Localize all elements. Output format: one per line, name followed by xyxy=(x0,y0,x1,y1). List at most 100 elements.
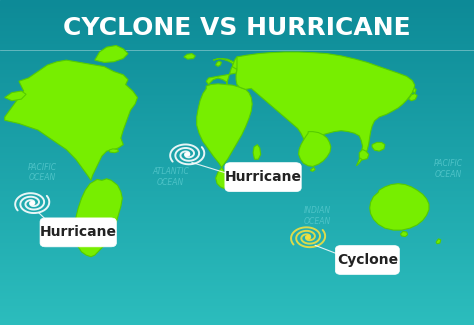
Bar xyxy=(0,91,474,93)
Bar xyxy=(0,119,474,120)
Bar xyxy=(0,128,474,130)
Bar xyxy=(0,11,474,13)
Bar xyxy=(0,301,474,302)
Bar xyxy=(0,156,474,158)
Bar xyxy=(0,55,474,57)
Bar xyxy=(0,224,474,226)
Bar xyxy=(0,5,474,6)
Bar xyxy=(0,172,474,174)
Bar xyxy=(0,133,474,135)
Bar xyxy=(0,62,474,63)
Bar xyxy=(0,205,474,206)
Bar xyxy=(0,188,474,190)
Bar xyxy=(0,76,474,78)
Bar xyxy=(0,102,474,104)
Bar xyxy=(0,265,474,266)
Bar xyxy=(0,26,474,28)
Bar xyxy=(0,109,474,110)
Bar xyxy=(0,289,474,291)
Bar xyxy=(0,58,474,60)
Bar xyxy=(0,115,474,117)
Bar xyxy=(0,208,474,210)
Bar xyxy=(0,88,474,89)
Text: INDIAN
OCEAN: INDIAN OCEAN xyxy=(304,206,331,226)
Bar xyxy=(0,177,474,179)
Bar xyxy=(0,198,474,200)
Bar xyxy=(0,255,474,257)
Bar xyxy=(0,68,474,70)
Bar xyxy=(0,184,474,185)
Bar xyxy=(0,236,474,237)
Bar xyxy=(0,148,474,150)
Bar xyxy=(0,185,474,187)
Bar xyxy=(0,29,474,31)
Polygon shape xyxy=(109,149,118,153)
Bar xyxy=(0,70,474,72)
Text: Hurricane: Hurricane xyxy=(225,170,301,184)
Bar xyxy=(0,125,474,127)
Bar xyxy=(0,254,474,255)
Polygon shape xyxy=(401,231,408,237)
Text: PACIFIC
OCEAN: PACIFIC OCEAN xyxy=(433,159,463,179)
Text: CYCLONE VS HURRICANE: CYCLONE VS HURRICANE xyxy=(63,16,411,40)
Bar xyxy=(0,306,474,307)
Bar xyxy=(0,314,474,315)
Bar xyxy=(0,304,474,305)
Bar xyxy=(0,16,474,18)
Bar xyxy=(0,67,474,68)
Bar xyxy=(0,218,474,219)
Bar xyxy=(0,72,474,73)
Bar xyxy=(0,37,474,39)
Bar xyxy=(0,195,474,197)
Bar xyxy=(0,299,474,301)
Bar xyxy=(0,34,474,36)
Bar xyxy=(0,140,474,141)
Bar xyxy=(0,203,474,205)
Polygon shape xyxy=(372,142,385,151)
Bar xyxy=(0,214,474,216)
Bar xyxy=(0,171,474,172)
Bar xyxy=(0,36,474,37)
Circle shape xyxy=(306,236,310,239)
Bar xyxy=(0,39,474,41)
Bar xyxy=(0,46,474,47)
Bar xyxy=(0,84,474,86)
Bar xyxy=(0,117,474,119)
Bar xyxy=(0,65,474,67)
Bar xyxy=(0,231,474,232)
Bar xyxy=(0,24,474,26)
Bar xyxy=(0,237,474,239)
Bar xyxy=(0,292,474,294)
Bar xyxy=(0,60,474,62)
Bar xyxy=(0,223,474,224)
Bar xyxy=(0,219,474,221)
Bar xyxy=(0,21,474,23)
Bar xyxy=(0,6,474,8)
Polygon shape xyxy=(359,150,369,160)
Bar xyxy=(0,174,474,176)
Bar xyxy=(0,281,474,283)
Bar xyxy=(0,15,474,16)
Bar xyxy=(0,153,474,154)
Bar xyxy=(0,216,474,218)
Polygon shape xyxy=(5,91,26,101)
Bar xyxy=(0,197,474,198)
Bar xyxy=(0,320,474,322)
Bar xyxy=(0,249,474,250)
Text: PACIFIC
OCEAN: PACIFIC OCEAN xyxy=(28,162,57,182)
Bar xyxy=(0,124,474,125)
Bar xyxy=(0,146,474,148)
Bar xyxy=(0,107,474,109)
Bar xyxy=(0,0,474,2)
Bar xyxy=(0,213,474,214)
Bar xyxy=(0,89,474,91)
Polygon shape xyxy=(232,57,242,69)
Bar xyxy=(0,99,474,101)
Bar xyxy=(0,159,474,161)
Bar xyxy=(0,275,474,276)
Bar xyxy=(0,258,474,260)
Bar xyxy=(0,284,474,286)
Bar xyxy=(0,54,474,55)
Bar xyxy=(0,106,474,107)
Bar xyxy=(0,280,474,281)
